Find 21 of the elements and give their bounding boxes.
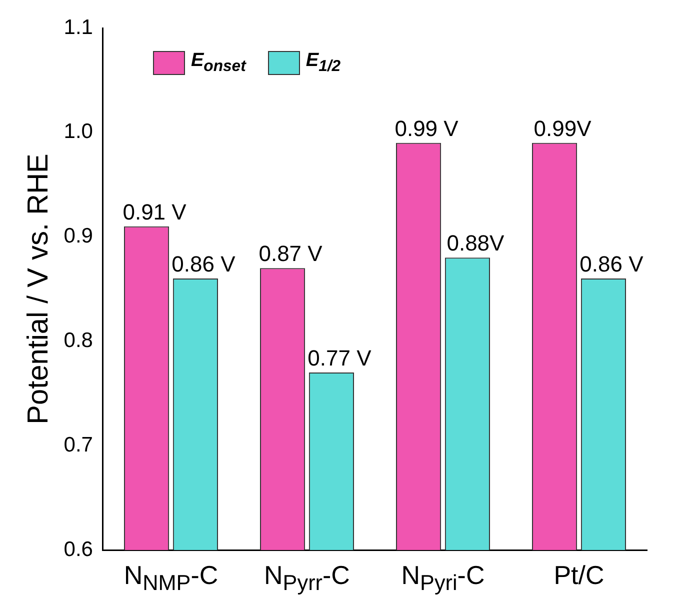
data-label: 0.91 V xyxy=(122,199,187,224)
x-tick-label: N$_{NMP}$-C xyxy=(122,560,220,596)
data-label: 0.87 V xyxy=(258,241,323,266)
y-tick-label: 0.9 xyxy=(64,224,93,248)
x-tick-label: N$_{Pyrr}$-C xyxy=(263,560,351,596)
data-label: 0.99 V xyxy=(394,116,459,141)
y-axis-title: Potential / V vs. RHE xyxy=(22,154,54,424)
y-tick-label: 1.1 xyxy=(64,16,93,39)
legend-label: E$_{onset}$ xyxy=(190,50,246,76)
y-tick-label: 0.7 xyxy=(64,433,93,456)
y-tick-label: 1.0 xyxy=(64,120,93,144)
y-tick-label: 0.8 xyxy=(64,328,93,352)
data-label: 0.99V xyxy=(534,116,592,141)
data-label: 0.88V xyxy=(446,230,505,256)
x-tick-label: Pt/C xyxy=(552,560,606,591)
data-label: 0.86 V xyxy=(172,252,236,277)
x-tick-label: N$_{Pyri}$-C xyxy=(400,560,486,596)
legend-label: E$_{1/2}$ xyxy=(306,50,341,76)
y-tick-label: 0.6 xyxy=(64,538,93,561)
data-label: 0.86 V xyxy=(580,252,644,277)
data-label: 0.77 V xyxy=(308,346,372,371)
